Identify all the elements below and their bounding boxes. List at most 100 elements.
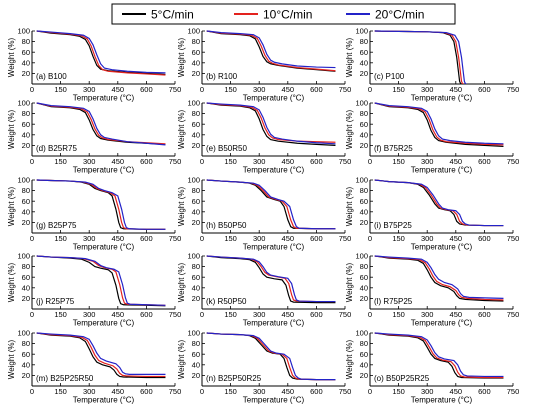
x-tick-label: 450 (450, 310, 463, 319)
x-axis-title: Temperature (°C) (411, 94, 473, 103)
y-tick-label: 80 (192, 109, 200, 118)
y-tick-label: 100 (187, 99, 200, 108)
x-tick-label: 0 (200, 310, 204, 319)
y-axis-title: Weight (%) (7, 109, 16, 149)
x-tick-label: 750 (339, 157, 352, 166)
series-line-0 (374, 179, 504, 227)
y-tick-label: 80 (192, 262, 200, 271)
panel-label: (b) R100 (206, 72, 238, 81)
x-tick-label: 150 (54, 234, 67, 243)
y-axis-title: Weight (%) (345, 262, 354, 302)
x-tick-label: 450 (112, 157, 125, 166)
x-tick-label: 600 (140, 157, 153, 166)
series-line-1 (206, 102, 336, 143)
x-tick-label: 0 (368, 234, 372, 243)
series-line-1 (206, 332, 336, 381)
x-tick-label: 600 (310, 85, 323, 94)
y-tick-label: 100 (17, 99, 30, 108)
x-axis-title: Temperature (°C) (411, 166, 473, 175)
y-tick-label: 80 (22, 37, 30, 46)
y-tick-label: 20 (192, 69, 200, 78)
y-tick-label: 100 (355, 176, 368, 185)
y-axis-title: Weight (%) (177, 262, 186, 302)
y-tick-label: 80 (360, 37, 368, 46)
x-tick-label: 150 (224, 234, 237, 243)
x-tick-label: 750 (169, 157, 182, 166)
y-axis-title: Weight (%) (177, 37, 186, 77)
y-tick-label: 60 (360, 350, 368, 359)
x-tick-label: 0 (368, 157, 372, 166)
x-tick-label: 300 (253, 157, 266, 166)
y-tick-label: 60 (192, 273, 200, 282)
x-tick-label: 600 (478, 310, 491, 319)
y-tick-label: 80 (360, 186, 368, 195)
series-line-1 (206, 255, 336, 303)
y-tick-label: 20 (192, 218, 200, 227)
y-axis-title: Weight (%) (177, 339, 186, 379)
x-tick-label: 300 (421, 234, 434, 243)
x-tick-label: 750 (169, 387, 182, 396)
panel-label: (f) B75R25 (374, 144, 413, 153)
x-axis-title: Temperature (°C) (73, 396, 135, 405)
series-line-2 (374, 255, 504, 299)
y-tick-label: 60 (22, 120, 30, 129)
y-tick-label: 60 (22, 48, 30, 57)
series-group (374, 255, 504, 302)
y-tick-label: 80 (22, 186, 30, 195)
panel-label: (c) P100 (374, 72, 405, 81)
series-line-2 (206, 255, 336, 303)
y-tick-label: 60 (22, 197, 30, 206)
y-tick-label: 20 (22, 218, 30, 227)
legend: 5°C/min 10°C/min 20°C/min (111, 3, 456, 25)
panel-label: (o) B50P25R25 (374, 374, 430, 383)
x-tick-label: 450 (112, 234, 125, 243)
x-tick-label: 0 (368, 387, 372, 396)
series-line-1 (374, 179, 504, 227)
y-tick-label: 20 (360, 294, 368, 303)
series-group (374, 332, 504, 379)
x-tick-label: 300 (253, 310, 266, 319)
series-line-0 (374, 332, 504, 379)
y-tick-label: 20 (22, 69, 30, 78)
x-tick-label: 150 (392, 387, 405, 396)
series-line-1 (36, 332, 166, 378)
x-tick-label: 600 (478, 387, 491, 396)
y-tick-label: 60 (360, 48, 368, 57)
y-tick-label: 20 (22, 294, 30, 303)
y-tick-label: 100 (17, 329, 30, 338)
x-tick-label: 0 (30, 234, 34, 243)
y-tick-label: 80 (192, 37, 200, 46)
x-tick-label: 0 (30, 310, 34, 319)
x-tick-label: 150 (224, 157, 237, 166)
series-line-1 (36, 30, 166, 76)
y-tick-label: 100 (187, 329, 200, 338)
x-tick-label: 300 (83, 310, 96, 319)
x-tick-label: 600 (310, 310, 323, 319)
x-axis-title: Temperature (°C) (73, 166, 135, 175)
x-tick-label: 750 (507, 310, 520, 319)
y-tick-label: 100 (17, 176, 30, 185)
y-tick-label: 80 (360, 339, 368, 348)
x-tick-label: 450 (112, 85, 125, 94)
x-tick-label: 300 (421, 85, 434, 94)
x-tick-label: 600 (140, 387, 153, 396)
x-axis-title: Temperature (°C) (243, 166, 305, 175)
series-line-2 (36, 255, 166, 306)
x-tick-label: 150 (54, 310, 67, 319)
panel-label: (g) B25P75 (36, 221, 77, 230)
y-tick-label: 40 (192, 283, 200, 292)
series-line-2 (374, 102, 504, 145)
y-tick-label: 20 (192, 294, 200, 303)
x-tick-label: 600 (478, 157, 491, 166)
y-tick-label: 80 (192, 186, 200, 195)
series-line-2 (36, 179, 166, 230)
